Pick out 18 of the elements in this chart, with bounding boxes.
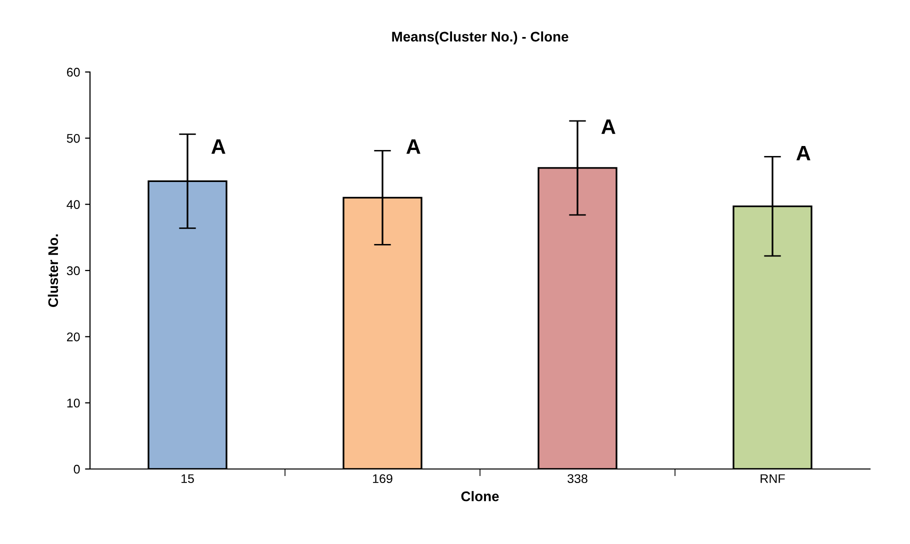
y-tick-label: 10 — [67, 398, 80, 408]
annotation: A — [796, 146, 810, 160]
annotation: A — [406, 139, 420, 154]
y-tick-label: 0 — [74, 464, 80, 474]
y-tick-label: 30 — [66, 266, 80, 276]
y-tick-label: 50 — [66, 134, 80, 143]
x-tick-label: 15 — [182, 474, 194, 484]
x-tick-label: 169 — [373, 474, 392, 484]
x-axis-title: Clone — [461, 491, 499, 502]
annotation: A — [211, 139, 226, 154]
y-tick-label: 40 — [66, 200, 80, 209]
x-tick-label: RNF — [760, 474, 785, 483]
y-tick-label: 20 — [67, 332, 80, 342]
chart-title: Means(Cluster No.) - Clone — [392, 31, 568, 44]
annotation: A — [601, 120, 616, 134]
y-tick-label: 60 — [67, 68, 80, 77]
y-axis-title: Cluster No. — [48, 234, 58, 307]
x-tick-label: 338 — [568, 474, 588, 484]
